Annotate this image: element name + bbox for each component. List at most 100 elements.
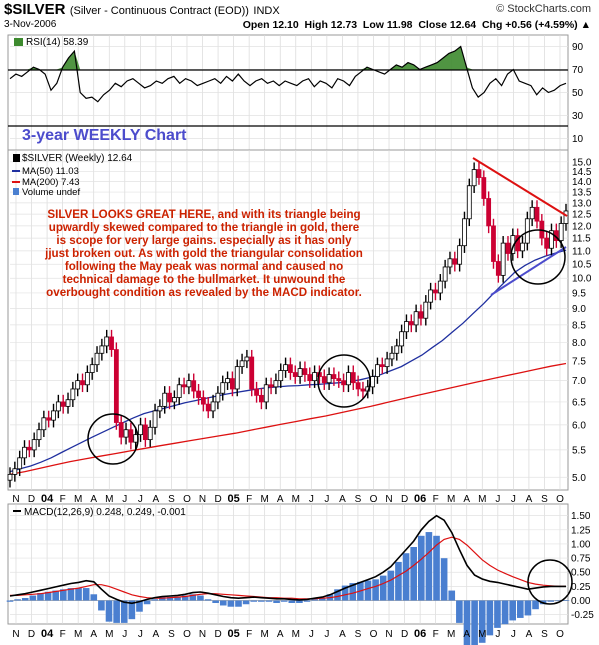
x-tick-label: M bbox=[105, 494, 113, 505]
macd-histogram-bar bbox=[509, 600, 516, 621]
date-label: 3-Nov-2006 bbox=[4, 19, 57, 30]
rsi-overbought-fill bbox=[10, 46, 566, 70]
circle-2004-low bbox=[87, 413, 139, 465]
macd-tick: 1.00 bbox=[571, 539, 591, 550]
x-tick-label: J bbox=[495, 494, 500, 505]
price-tick: 7.0 bbox=[572, 376, 586, 387]
triangle-lower-trendline bbox=[490, 246, 567, 296]
price-legend-swatch bbox=[13, 154, 20, 162]
price-candle bbox=[423, 301, 429, 319]
price-candle bbox=[186, 380, 192, 388]
price-candle bbox=[408, 321, 414, 326]
symbol-title: $SILVER (Silver - Continuous Contract (E… bbox=[4, 1, 280, 19]
price-candle bbox=[142, 424, 148, 441]
x-tick-label: S bbox=[168, 629, 175, 640]
macd-histogram-bar bbox=[60, 589, 67, 601]
price-candle bbox=[268, 384, 274, 388]
x-tick-label: M bbox=[292, 494, 300, 505]
macd-histogram-bar bbox=[516, 600, 524, 618]
macd-histogram-bar bbox=[501, 600, 509, 625]
x-tick-label: J bbox=[324, 629, 329, 640]
x-axis-labels-macd: N D 04 F M A M J J A S O N D 05 F M A M J J A S O N D 06 F M A M J J A S O bbox=[12, 628, 564, 640]
macd-histogram-bar bbox=[105, 600, 113, 622]
macd-histogram-bar bbox=[555, 600, 562, 602]
price-candle bbox=[549, 230, 554, 249]
x-tick-label: 05 bbox=[227, 493, 239, 505]
price-candle bbox=[544, 237, 550, 249]
volume-legend: Volume undef bbox=[22, 187, 80, 198]
x-tick-label: N bbox=[199, 494, 206, 505]
rsi-label: RSI(14) 58.39 bbox=[26, 37, 89, 48]
rsi-tick: 50 bbox=[572, 88, 584, 99]
x-tick-label: S bbox=[541, 629, 548, 640]
macd-histogram-bar bbox=[14, 599, 21, 601]
annotation-text: SILVER LOOKS GREAT HERE, and with its tr… bbox=[45, 208, 363, 299]
price-tick: 5.5 bbox=[572, 445, 586, 456]
price-tick: 8.0 bbox=[572, 338, 586, 349]
x-tick-label: M bbox=[74, 494, 82, 505]
price-candle bbox=[486, 198, 492, 227]
price-candle bbox=[171, 397, 177, 403]
price-candle bbox=[510, 235, 516, 254]
x-tick-label: A bbox=[90, 494, 97, 505]
x-tick-label: J bbox=[309, 629, 314, 640]
price-tick-labels: 5.0 5.5 6.0 6.5 7.0 7.5 8.0 8.5 9.0 9.5 10.0 10.5 11… bbox=[572, 157, 592, 483]
price-candle bbox=[31, 439, 37, 451]
price-candle bbox=[225, 378, 230, 384]
price-candle bbox=[307, 374, 313, 382]
x-tick-label: M bbox=[105, 629, 113, 640]
macd-histogram-bar bbox=[143, 600, 151, 605]
price-candle bbox=[321, 376, 327, 384]
price-candle bbox=[229, 378, 235, 390]
macd-histogram-bar bbox=[75, 588, 82, 601]
x-tick-label: 05 bbox=[227, 628, 239, 640]
macd-histogram-bar bbox=[21, 598, 29, 601]
price-candle bbox=[563, 210, 569, 224]
price-candle bbox=[481, 177, 487, 199]
price-panel: 5.0 5.5 6.0 6.5 7.0 7.5 8.0 8.5 9.0 9.5 10.0 10.5 11… bbox=[7, 127, 592, 491]
macd-histogram-bar bbox=[318, 598, 326, 601]
price-candle bbox=[471, 169, 477, 187]
price-candle bbox=[370, 376, 376, 388]
chart-heading: 3-year WEEKLY Chart bbox=[22, 127, 187, 144]
macd-histogram-bar bbox=[98, 600, 105, 611]
x-tick-label: S bbox=[168, 494, 175, 505]
macd-tick: 1.25 bbox=[571, 525, 591, 536]
x-tick-label: A bbox=[277, 629, 284, 640]
price-tick: 12.0 bbox=[572, 221, 592, 232]
price-tick: 6.5 bbox=[572, 397, 586, 408]
x-tick-label: A bbox=[339, 629, 346, 640]
price-candle bbox=[55, 401, 61, 412]
x-tick-label: O bbox=[370, 629, 378, 640]
x-tick-label: J bbox=[122, 494, 127, 505]
x-tick-label: D bbox=[214, 494, 221, 505]
macd-histogram-bar bbox=[494, 600, 501, 628]
price-candle bbox=[505, 242, 511, 254]
x-tick-label: S bbox=[541, 494, 548, 505]
macd-histogram-bar bbox=[166, 596, 174, 601]
macd-histogram-bar bbox=[372, 579, 379, 601]
macd-histogram-bar bbox=[349, 583, 357, 601]
price-candle bbox=[17, 457, 23, 470]
macd-histogram-bar bbox=[562, 600, 570, 601]
price-candle bbox=[346, 372, 351, 386]
price-candle bbox=[191, 380, 197, 392]
macd-histogram-bar bbox=[197, 595, 204, 601]
price-candle bbox=[80, 380, 85, 386]
price-candle bbox=[350, 372, 356, 384]
x-tick-label: F bbox=[246, 494, 252, 505]
price-candle bbox=[36, 429, 42, 441]
price-candle bbox=[331, 374, 337, 379]
silver-chart: 10 30 50 70 90 RSI(14) 58.39 5.0 5.5 6.0 6.5 7.0… bbox=[6, 34, 594, 645]
x-tick-label: F bbox=[246, 629, 252, 640]
price-tick: 13.5 bbox=[572, 188, 592, 199]
macd-histogram-bar bbox=[136, 600, 143, 612]
x-tick-label: O bbox=[183, 629, 191, 640]
macd-line bbox=[9, 514, 566, 605]
price-candle bbox=[65, 399, 71, 407]
macd-histogram-bar bbox=[151, 599, 159, 601]
macd-tick: 1.50 bbox=[571, 511, 591, 522]
x-tick-label: A bbox=[90, 629, 97, 640]
macd-histogram-bar bbox=[235, 600, 242, 607]
rsi-grid bbox=[10, 35, 568, 150]
